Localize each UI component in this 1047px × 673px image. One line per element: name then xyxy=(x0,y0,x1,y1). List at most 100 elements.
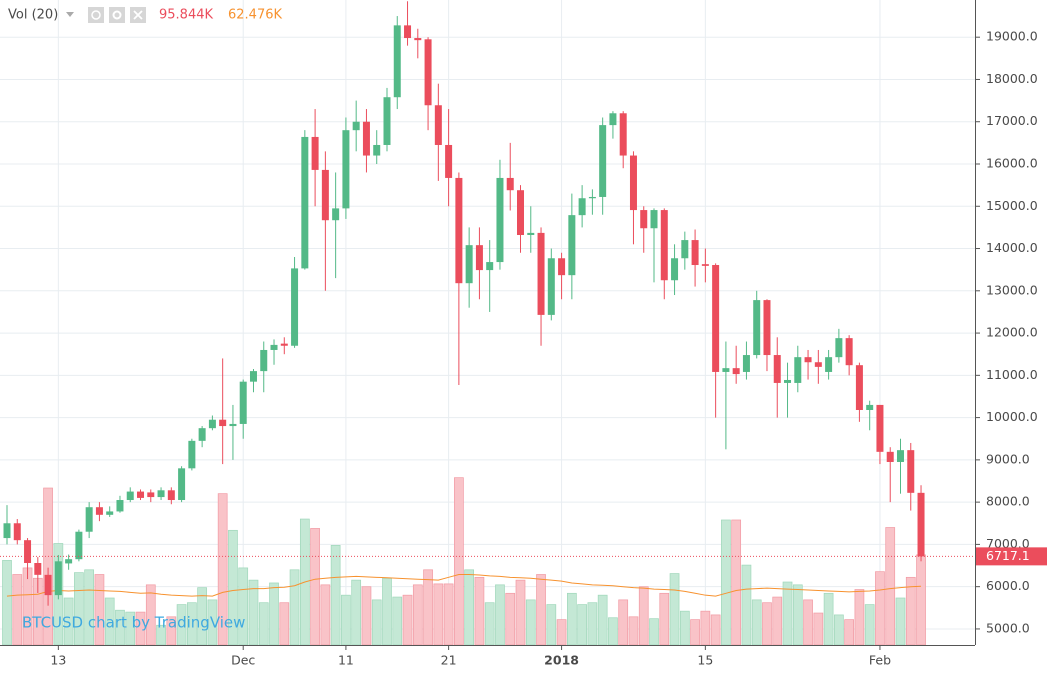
volume-bar xyxy=(792,584,803,646)
x-tick-label: 11 xyxy=(338,653,354,668)
volume-bar xyxy=(84,569,95,646)
candle-body xyxy=(13,523,21,541)
volume-bar xyxy=(659,592,670,646)
y-tick-label: 12000.0 xyxy=(986,325,1038,340)
volume-bar xyxy=(412,584,423,646)
candle-body xyxy=(866,404,874,410)
candle-body xyxy=(219,419,227,427)
candle-body xyxy=(424,39,432,106)
candle-body xyxy=(619,113,627,156)
volume-bar xyxy=(289,569,300,646)
candle-body xyxy=(239,381,247,424)
volume-value: 95.844K xyxy=(159,8,213,23)
y-tick-label: 14000.0 xyxy=(986,240,1038,255)
volume-bar xyxy=(330,545,341,646)
axes: 5000.0 6000.0 7000.0 8000.0 9000.0 10000.0 110… xyxy=(0,29,1047,668)
volume-bar xyxy=(382,577,392,646)
candle-body xyxy=(455,177,463,284)
candle-body xyxy=(362,121,370,156)
x-tick-label: 21 xyxy=(441,653,457,668)
volume-ma-line xyxy=(6,574,922,597)
candle-body xyxy=(701,264,709,266)
visibility-icon[interactable] xyxy=(88,7,104,23)
candle-body xyxy=(486,262,494,271)
candle-body xyxy=(917,492,925,557)
volume-bar xyxy=(433,583,444,646)
volume-bar xyxy=(875,571,885,646)
candle-body xyxy=(578,198,586,216)
volume-ma-value: 62.476K xyxy=(228,8,282,23)
x-tick-label: 2018 xyxy=(544,653,579,668)
candle-body xyxy=(208,419,216,429)
volume-bar xyxy=(310,528,320,646)
volume-bar xyxy=(751,599,762,646)
x-tick-label: 13 xyxy=(50,653,66,668)
volume-bar xyxy=(443,583,454,646)
candle-body xyxy=(681,240,689,259)
volume-bar xyxy=(515,579,526,646)
candle-body xyxy=(650,210,658,229)
volume-bar xyxy=(269,582,279,646)
candle-body xyxy=(249,371,257,382)
candle-body xyxy=(773,355,781,383)
volume-bar xyxy=(916,554,926,646)
candle-body xyxy=(95,507,103,515)
candle-body xyxy=(835,338,843,358)
candle-body xyxy=(75,531,83,560)
volume-bar xyxy=(762,602,772,646)
volume-bar xyxy=(361,586,372,646)
candle-body xyxy=(3,523,11,539)
volume-bar xyxy=(772,596,783,646)
y-tick-label: 10000.0 xyxy=(986,409,1038,424)
candle-body xyxy=(116,500,124,512)
volume-bar xyxy=(895,597,906,646)
candle-body xyxy=(147,492,155,498)
settings-icon[interactable] xyxy=(109,7,125,23)
candle-body xyxy=(640,210,648,229)
volume-bar xyxy=(94,574,105,646)
candle-body xyxy=(280,343,288,346)
volume-bar xyxy=(587,602,598,646)
candle-body xyxy=(845,338,853,366)
watermark[interactable]: BTCUSD chart by TradingView xyxy=(22,614,245,632)
last-price-label: 6717.1 xyxy=(986,548,1030,563)
candle-body xyxy=(229,423,237,427)
candle-body xyxy=(475,245,483,271)
volume-bar xyxy=(392,596,403,646)
candle-body xyxy=(352,121,360,131)
y-tick-label: 5000.0 xyxy=(986,620,1030,635)
volume-bar xyxy=(690,619,700,646)
candle-body xyxy=(198,428,206,441)
candle-body xyxy=(825,357,833,372)
volume-bar xyxy=(597,594,608,646)
candle-body xyxy=(167,490,175,501)
y-tick-label: 13000.0 xyxy=(986,282,1038,297)
gear-glyph xyxy=(112,10,122,20)
candle-body xyxy=(855,365,863,410)
candle-body xyxy=(907,450,915,493)
indicator-name[interactable]: Vol (20) xyxy=(8,8,58,23)
candle-body xyxy=(527,232,535,236)
volume-bar xyxy=(803,599,813,646)
candle-body xyxy=(506,177,514,191)
candle-body xyxy=(753,300,761,356)
volume-bar xyxy=(577,604,587,646)
candle-body xyxy=(157,490,165,498)
volume-bar xyxy=(608,617,618,646)
candle-body xyxy=(137,491,145,498)
volume-bar xyxy=(864,604,875,646)
candle-body xyxy=(188,440,196,469)
dropdown-arrow[interactable] xyxy=(66,12,74,17)
volume-bar xyxy=(74,572,84,646)
candle-body xyxy=(126,491,134,501)
grid xyxy=(0,0,975,645)
y-tick-label: 6000.0 xyxy=(986,578,1030,593)
volume-bar xyxy=(248,579,259,646)
y-tick-label: 19000.0 xyxy=(986,29,1038,44)
y-tick-label: 18000.0 xyxy=(986,71,1038,86)
candle-body xyxy=(876,404,884,452)
candle-body xyxy=(794,357,802,383)
volume-bar xyxy=(525,599,536,646)
volume-bar xyxy=(484,602,495,646)
